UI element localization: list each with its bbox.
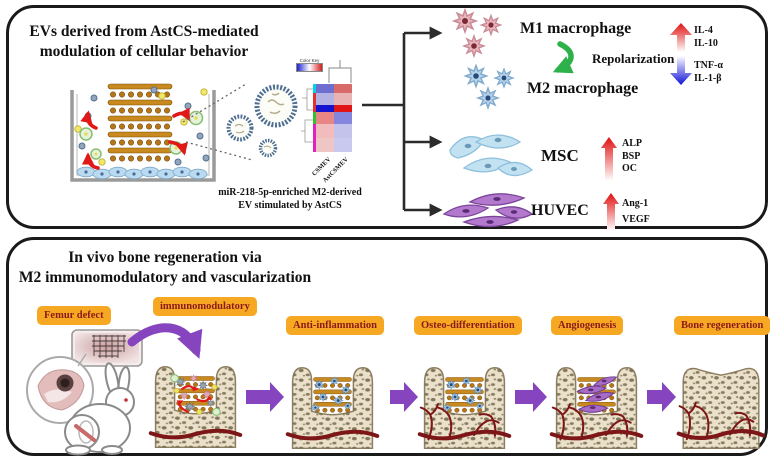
heatmap-cell	[316, 93, 334, 105]
stage-label-immunomodulatory: immunomodulatory	[153, 297, 257, 316]
top-title-line2: modulation of cellular behavior	[39, 43, 249, 61]
heatmap-column-dendrogram	[328, 60, 352, 83]
bottom-title-line2: M2 immunomodulatory and vascularization	[18, 269, 312, 287]
stage-label-femur-defect: Femur defect	[37, 306, 111, 325]
cytokine-il4: IL-4	[694, 25, 713, 36]
huvec-marker-ang1: Ang-1	[622, 198, 649, 209]
bottom-panel-title: In vivo bone regeneration via M2 immunom…	[14, 248, 316, 288]
color-key-gradient	[296, 63, 323, 72]
msc-up-arrow	[601, 137, 617, 181]
il-down-arrow	[670, 56, 692, 85]
heatmap-cell	[334, 112, 352, 124]
heatmap-row	[313, 93, 352, 105]
heatmap-body	[313, 84, 352, 152]
heatmap-row-group-strip	[313, 93, 316, 105]
heatmap-cell	[316, 84, 334, 93]
heatmap-cell	[316, 138, 334, 152]
ev-caption: miR-218-5p-enriched M2-derived EV stimul…	[200, 186, 380, 212]
bone-stage-angiogenesis	[549, 366, 644, 450]
heatmap-cell	[316, 112, 334, 124]
cytokine-il10: IL-10	[694, 37, 718, 49]
msc-markers-list: ALP BSP OC	[622, 138, 642, 176]
msc-label: MSC	[541, 146, 579, 165]
cytokine-tnfa: TNF-α	[694, 60, 723, 71]
m2-macrophage-label: M2 macrophage	[527, 80, 639, 97]
heatmap-cell	[334, 93, 352, 105]
heatmap-row-dendrogram	[301, 88, 313, 143]
huvec-marker-vegf: VEGF	[622, 214, 650, 225]
heatmap-row-group-strip	[313, 124, 316, 138]
defect-inset	[71, 329, 143, 367]
huvec-illustration	[442, 193, 534, 228]
top-panel-title: EVs derived from AstCS-mediated modulati…	[16, 22, 272, 62]
msc-marker-alp: ALP	[622, 138, 642, 149]
bone-stage-immunomodulatory	[148, 365, 243, 449]
heatmap-cell	[334, 84, 352, 93]
heatmap-row	[313, 124, 352, 138]
heatmap-row	[313, 105, 352, 112]
m1-macrophage-label: M1 macrophage	[520, 20, 632, 37]
huvec-label: HUVEC	[531, 202, 589, 219]
heatmap-cell	[334, 105, 352, 112]
release-arrows	[80, 107, 190, 170]
mirna-heatmap: Color Key CSMEV AstCSMEV	[296, 56, 382, 188]
heatmap-row-group-strip	[313, 138, 316, 152]
huvec-markers-list: Ang-1 VEGF	[622, 196, 650, 228]
stage-label-angiogenesis: Angiogenesis	[551, 316, 624, 335]
msc-illustration	[449, 134, 534, 177]
heatmap-row-group-strip	[313, 112, 316, 124]
cytokine-il1b: IL-1-β	[694, 72, 722, 84]
ev-caption-line2: EV stimulated by AstCS	[238, 200, 342, 211]
msc-marker-oc: OC	[622, 163, 637, 174]
heatmap-color-key: Color Key	[296, 58, 323, 72]
m1-macrophage-illustration	[453, 9, 502, 57]
ev-vesicles-illustration	[226, 84, 298, 158]
heatmap-row	[313, 84, 352, 93]
bottom-title-line1: In vivo bone regeneration via	[68, 249, 262, 266]
cytokine-up-down-arrows	[670, 23, 692, 85]
heatmap-row	[313, 138, 352, 152]
color-key-label: Color Key	[299, 58, 320, 63]
scaffold-culture-dish-illustration	[70, 83, 216, 182]
huvec-up-arrow	[603, 193, 619, 231]
stage-label-bone-regeneration: Bone regeneration	[674, 316, 771, 335]
m2-macrophage-illustration	[464, 64, 514, 109]
heatmap-cell	[334, 138, 352, 152]
rabbit-femur-defect-illustration	[26, 329, 143, 456]
ev-caption-line1: miR-218-5p-enriched M2-derived	[218, 187, 362, 198]
heatmap-cell	[316, 105, 334, 112]
heatmap-cell	[316, 124, 334, 138]
heatmap-cell	[334, 124, 352, 138]
bone-stage-regenerated	[676, 367, 766, 449]
cytokines-down-list: TNF-α IL-1-β	[694, 60, 723, 85]
heatmap-row-group-strip	[313, 84, 316, 93]
heatmap-row	[313, 112, 352, 124]
bone-stage-anti-inflammation	[285, 366, 380, 450]
bone-stage-osteo-differentiation	[417, 366, 512, 450]
heatmap-row-group-strip	[313, 105, 316, 112]
scaffold-woodpile	[107, 83, 173, 162]
stage-label-osteo-differentiation: Osteo-differentiation	[414, 316, 522, 335]
msc-marker-bsp: BSP	[622, 150, 641, 162]
cytokines-up-list: IL-4 IL-10	[694, 25, 718, 50]
il-up-arrow	[670, 23, 692, 52]
repolarization-label: Repolarization	[592, 51, 675, 66]
stage-label-anti-inflammation: Anti-inflammation	[286, 316, 384, 335]
top-title-line1: EVs derived from AstCS-mediated	[29, 23, 259, 40]
